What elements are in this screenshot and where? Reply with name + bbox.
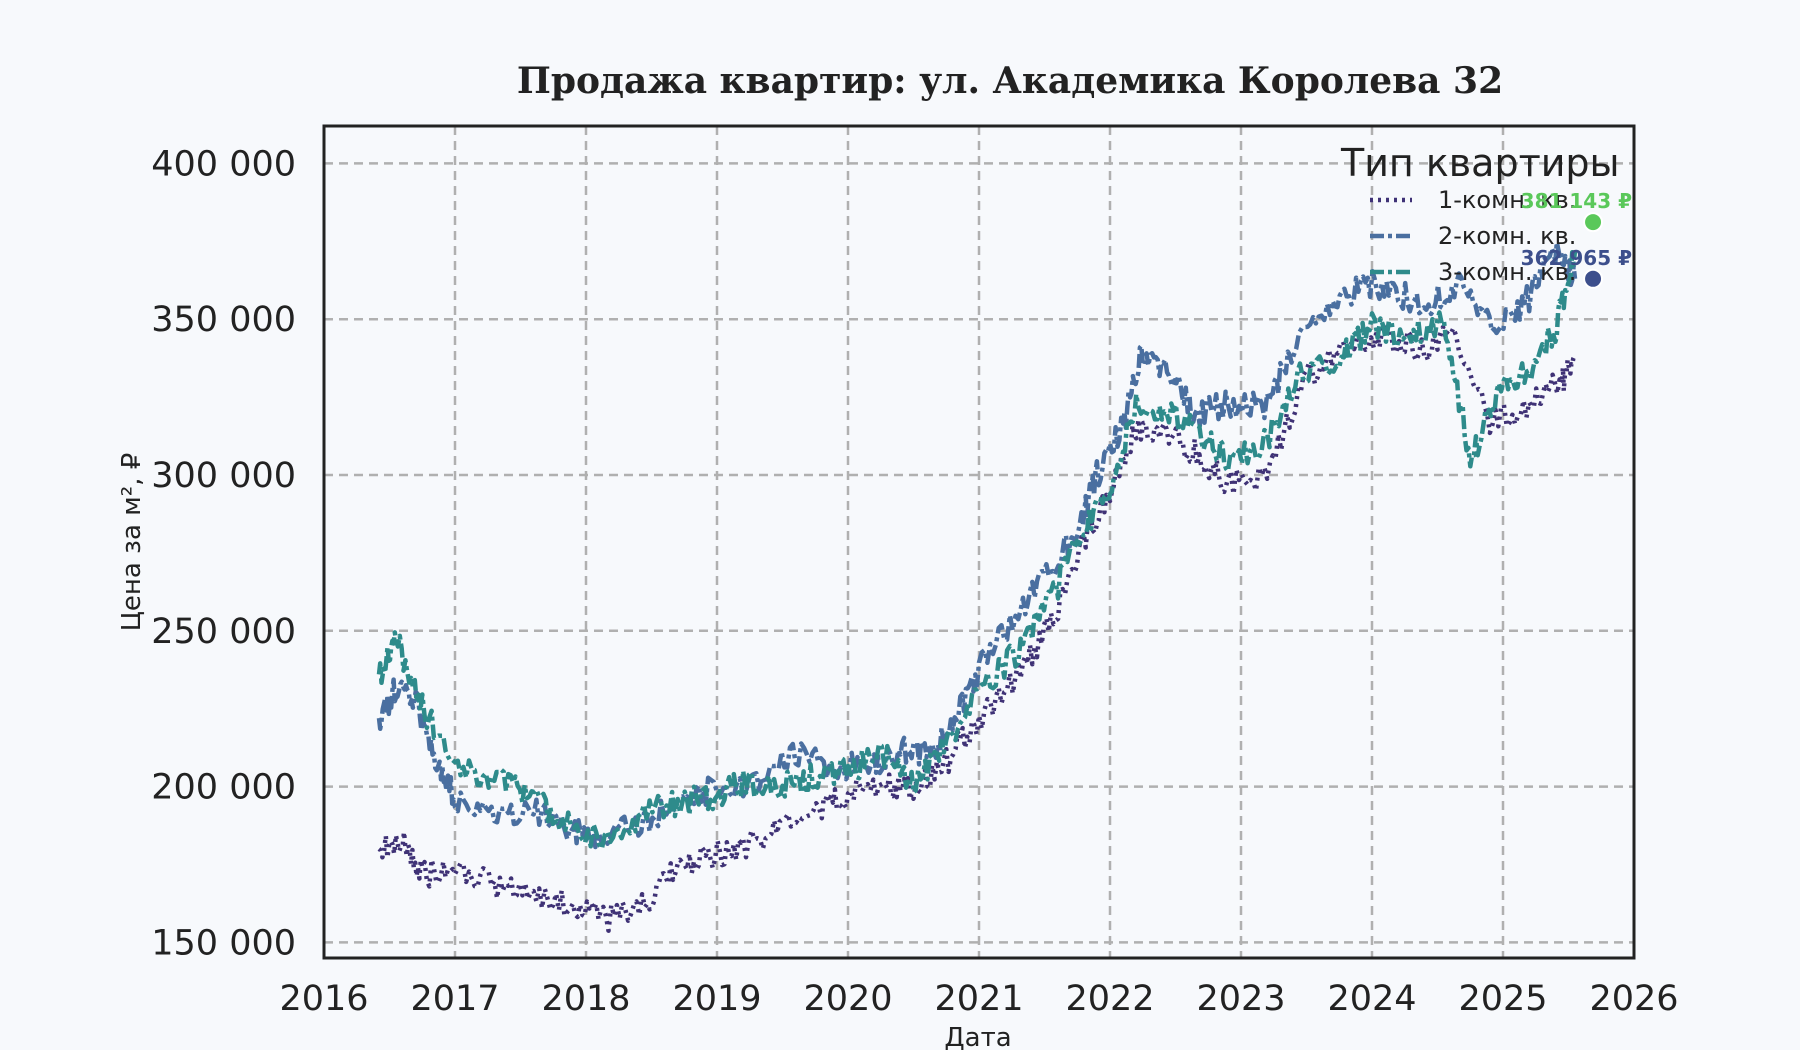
end-marker (1583, 268, 1604, 289)
y-tick-labels: 150 000 200 000 250 000 300 000 350 000 400 0… (151, 144, 296, 963)
x-tick-label: 2016 (279, 979, 368, 1019)
y-tick-label: 400 000 (151, 144, 296, 184)
legend-title: Тип квартиры (1340, 141, 1620, 185)
end-value-label: 381 143 ₽ (1521, 189, 1632, 213)
y-tick-label: 300 000 (151, 456, 296, 496)
legend-label: 1-комн. кв. (1438, 186, 1576, 214)
x-tick-label: 2024 (1327, 979, 1416, 1019)
y-tick-label: 250 000 (151, 612, 296, 652)
x-tick-label: 2017 (410, 979, 499, 1019)
x-tick-label: 2023 (1196, 979, 1285, 1019)
x-tick-label: 2025 (1458, 979, 1547, 1019)
grid-lines (322, 126, 1636, 958)
legend-label: 3-комн. кв. (1438, 258, 1576, 286)
x-axis-label: Дата (944, 1023, 1011, 1050)
chart-title: Продажа квартир: ул. Академика Королева … (517, 60, 1503, 102)
plot-series (376, 240, 1578, 933)
x-tick-label: 2019 (672, 979, 761, 1019)
x-tick-label: 2022 (1065, 979, 1154, 1019)
series-line (377, 320, 1578, 933)
series-line (376, 240, 1578, 850)
end-labels: 381 143 ₽ 362 965 ₽ (1521, 189, 1632, 289)
end-marker (1583, 212, 1604, 233)
y-axis-label: Цена за м², ₽ (117, 453, 147, 632)
legend-label: 2-комн. кв. (1438, 222, 1576, 250)
y-tick-label: 350 000 (151, 300, 296, 340)
end-value-label: 362 965 ₽ (1521, 246, 1632, 270)
x-tick-labels: 2016 2017 2018 2019 2020 2021 2022 2023 2024 2025… (279, 979, 1678, 1019)
x-tick-label: 2021 (934, 979, 1023, 1019)
x-tick-label: 2020 (803, 979, 892, 1019)
y-tick-label: 200 000 (151, 768, 296, 808)
x-tick-label: 2026 (1589, 979, 1678, 1019)
y-tick-label: 150 000 (151, 923, 296, 963)
x-tick-label: 2018 (541, 979, 630, 1019)
series-line (376, 250, 1578, 851)
plot-frame (322, 124, 1636, 960)
legend: Тип квартиры 1-комн. кв. 2-комн. кв. 3-ком… (1340, 141, 1620, 286)
